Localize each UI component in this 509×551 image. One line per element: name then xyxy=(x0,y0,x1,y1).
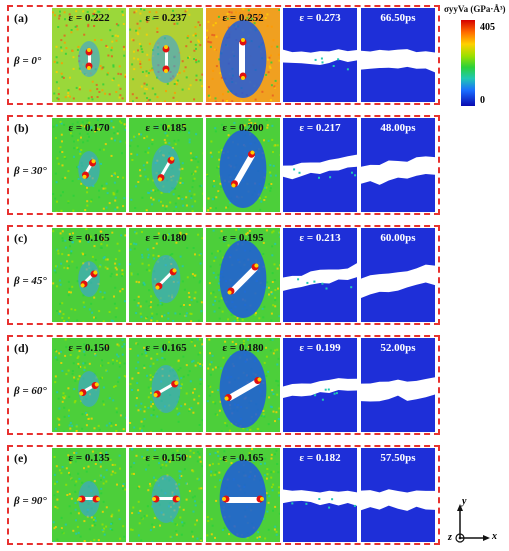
strain-snapshot-panel: ε = 0.182 xyxy=(283,448,357,542)
strain-snapshot-panel: ε = 0.150 xyxy=(52,338,126,432)
coordinate-axes: y x z xyxy=(448,502,504,546)
colorbar xyxy=(461,20,475,106)
axis-x-label: x xyxy=(492,531,497,542)
row-label: (c) xyxy=(14,231,27,246)
strain-label: ε = 0.273 xyxy=(283,12,357,24)
strain-snapshot-panel: ε = 0.252 xyxy=(206,8,280,102)
strain-label: ε = 0.180 xyxy=(206,342,280,354)
axis-y-label: y xyxy=(462,496,466,507)
strain-snapshot-panel: ε = 0.165 xyxy=(52,228,126,322)
strain-label: ε = 0.199 xyxy=(283,342,357,354)
strain-label: ε = 0.237 xyxy=(129,12,203,24)
strain-snapshot-panel: ε = 0.213 xyxy=(283,228,357,322)
strain-label: ε = 0.195 xyxy=(206,232,280,244)
strain-label: ε = 0.165 xyxy=(206,452,280,464)
strain-snapshot-panel: ε = 0.185 xyxy=(129,118,203,212)
strain-label: ε = 0.165 xyxy=(129,342,203,354)
strain-label: ε = 0.165 xyxy=(52,232,126,244)
final-time-panel: 60.00ps xyxy=(361,228,435,322)
colorbar-max-label: 405 xyxy=(480,22,495,33)
strain-label: ε = 0.217 xyxy=(283,122,357,134)
strain-label: ε = 0.182 xyxy=(283,452,357,464)
strain-label: ε = 0.185 xyxy=(129,122,203,134)
time-label: 52.00ps xyxy=(361,342,435,354)
strain-label: ε = 0.135 xyxy=(52,452,126,464)
beta-angle-label: β = 60° xyxy=(14,385,47,397)
strain-snapshot-panel: ε = 0.165 xyxy=(129,338,203,432)
strain-snapshot-panel: ε = 0.180 xyxy=(129,228,203,322)
colorbar-min-label: 0 xyxy=(480,95,485,106)
strain-label: ε = 0.252 xyxy=(206,12,280,24)
time-label: 60.00ps xyxy=(361,232,435,244)
strain-label: ε = 0.200 xyxy=(206,122,280,134)
strain-snapshot-panel: ε = 0.195 xyxy=(206,228,280,322)
time-label: 48.00ps xyxy=(361,122,435,134)
strain-label: ε = 0.222 xyxy=(52,12,126,24)
time-label: 66.50ps xyxy=(361,12,435,24)
time-label: 57.50ps xyxy=(361,452,435,464)
final-time-panel: 52.00ps xyxy=(361,338,435,432)
strain-snapshot-panel: ε = 0.150 xyxy=(129,448,203,542)
strain-label: ε = 0.180 xyxy=(129,232,203,244)
strain-label: ε = 0.150 xyxy=(52,342,126,354)
row-label: (a) xyxy=(14,11,28,26)
strain-snapshot-panel: ε = 0.180 xyxy=(206,338,280,432)
strain-label: ε = 0.213 xyxy=(283,232,357,244)
beta-angle-label: β = 45° xyxy=(14,275,47,287)
row-label: (d) xyxy=(14,341,29,356)
strain-snapshot-panel: ε = 0.135 xyxy=(52,448,126,542)
strain-snapshot-panel: ε = 0.165 xyxy=(206,448,280,542)
beta-angle-label: β = 90° xyxy=(14,495,47,507)
final-time-panel: 66.50ps xyxy=(361,8,435,102)
strain-snapshot-panel: ε = 0.200 xyxy=(206,118,280,212)
strain-snapshot-panel: ε = 0.199 xyxy=(283,338,357,432)
final-time-panel: 48.00ps xyxy=(361,118,435,212)
beta-angle-label: β = 30° xyxy=(14,165,47,177)
colorbar-title: σyyVa (GPa·Å³) xyxy=(444,4,506,14)
beta-angle-label: β = 0° xyxy=(14,55,41,67)
strain-snapshot-panel: ε = 0.273 xyxy=(283,8,357,102)
strain-snapshot-panel: ε = 0.237 xyxy=(129,8,203,102)
strain-label: ε = 0.170 xyxy=(52,122,126,134)
final-time-panel: 57.50ps xyxy=(361,448,435,542)
row-label: (b) xyxy=(14,121,29,136)
strain-snapshot-panel: ε = 0.222 xyxy=(52,8,126,102)
axis-z-label: z xyxy=(448,532,452,543)
strain-snapshot-panel: ε = 0.170 xyxy=(52,118,126,212)
strain-snapshot-panel: ε = 0.217 xyxy=(283,118,357,212)
strain-label: ε = 0.150 xyxy=(129,452,203,464)
row-label: (e) xyxy=(14,451,27,466)
